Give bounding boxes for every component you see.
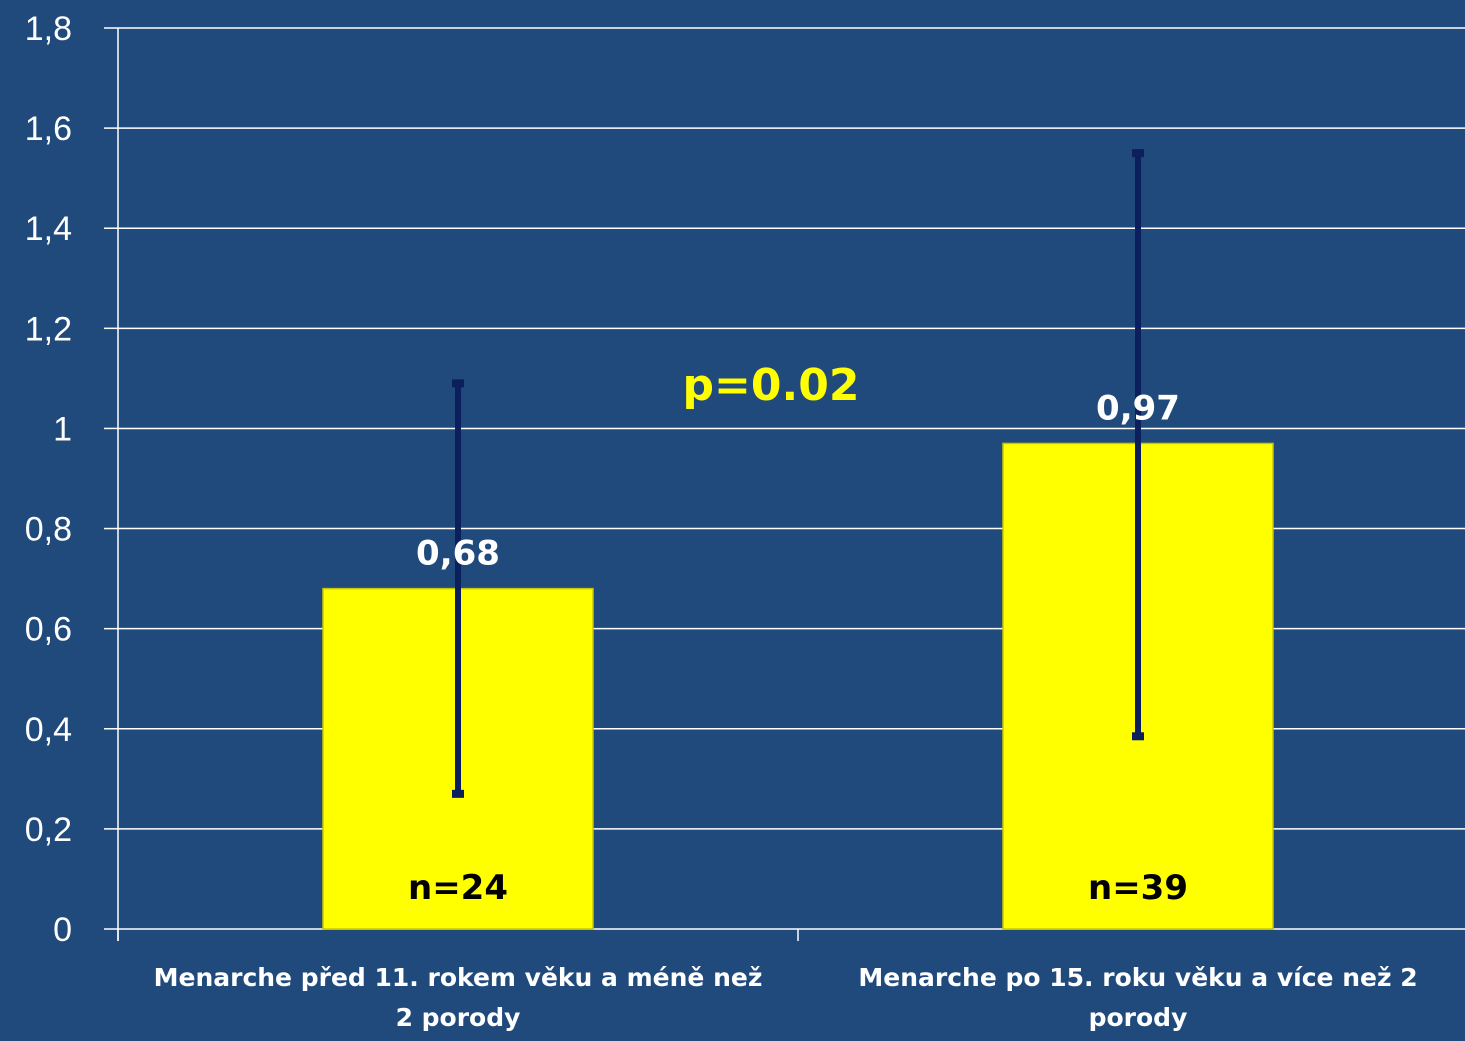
x-category-label-2: Menarche po 15. roku věku a více než 2 xyxy=(858,963,1417,992)
error-bars xyxy=(452,149,1144,798)
value-label-2: 0,97 xyxy=(1096,388,1180,428)
p-value-annotation: p=0.02 xyxy=(683,360,860,411)
y-tick-label: 1,2 xyxy=(25,310,72,348)
y-tick-label: 1 xyxy=(53,410,72,448)
y-tick-label: 0,2 xyxy=(25,811,72,849)
x-category-label-1: Menarche před 11. rokem věku a méně než xyxy=(154,963,763,992)
bars xyxy=(322,442,1274,930)
y-tick-label: 1,6 xyxy=(25,110,72,148)
value-label-1: 0,68 xyxy=(416,534,500,574)
sample-size-label-2: n=39 xyxy=(1088,868,1188,908)
y-tick-label: 1,4 xyxy=(25,210,72,248)
y-tick-label: 0 xyxy=(53,911,72,949)
y-tick-label: 1,8 xyxy=(25,10,72,48)
error-cap-bottom-1 xyxy=(452,789,464,798)
y-tick-label: 0,4 xyxy=(25,711,72,749)
x-category-label-1: 2 porody xyxy=(396,1003,521,1032)
error-cap-top-2 xyxy=(1132,149,1144,158)
error-cap-bottom-2 xyxy=(1132,732,1144,741)
axes: 0 0,2 0,4 0,6 0,8 1 1,2 1,4 1,6 1,8 xyxy=(25,10,1465,949)
y-tick-label: 0,8 xyxy=(25,511,72,549)
x-category-label-2: porody xyxy=(1089,1003,1188,1032)
labels: 0,68 n=24 Menarche před 11. rokem věku a m… xyxy=(154,360,1418,1032)
y-tick-label: 0,6 xyxy=(25,611,72,649)
sample-size-label-1: n=24 xyxy=(408,868,508,908)
error-cap-top-1 xyxy=(452,379,464,388)
